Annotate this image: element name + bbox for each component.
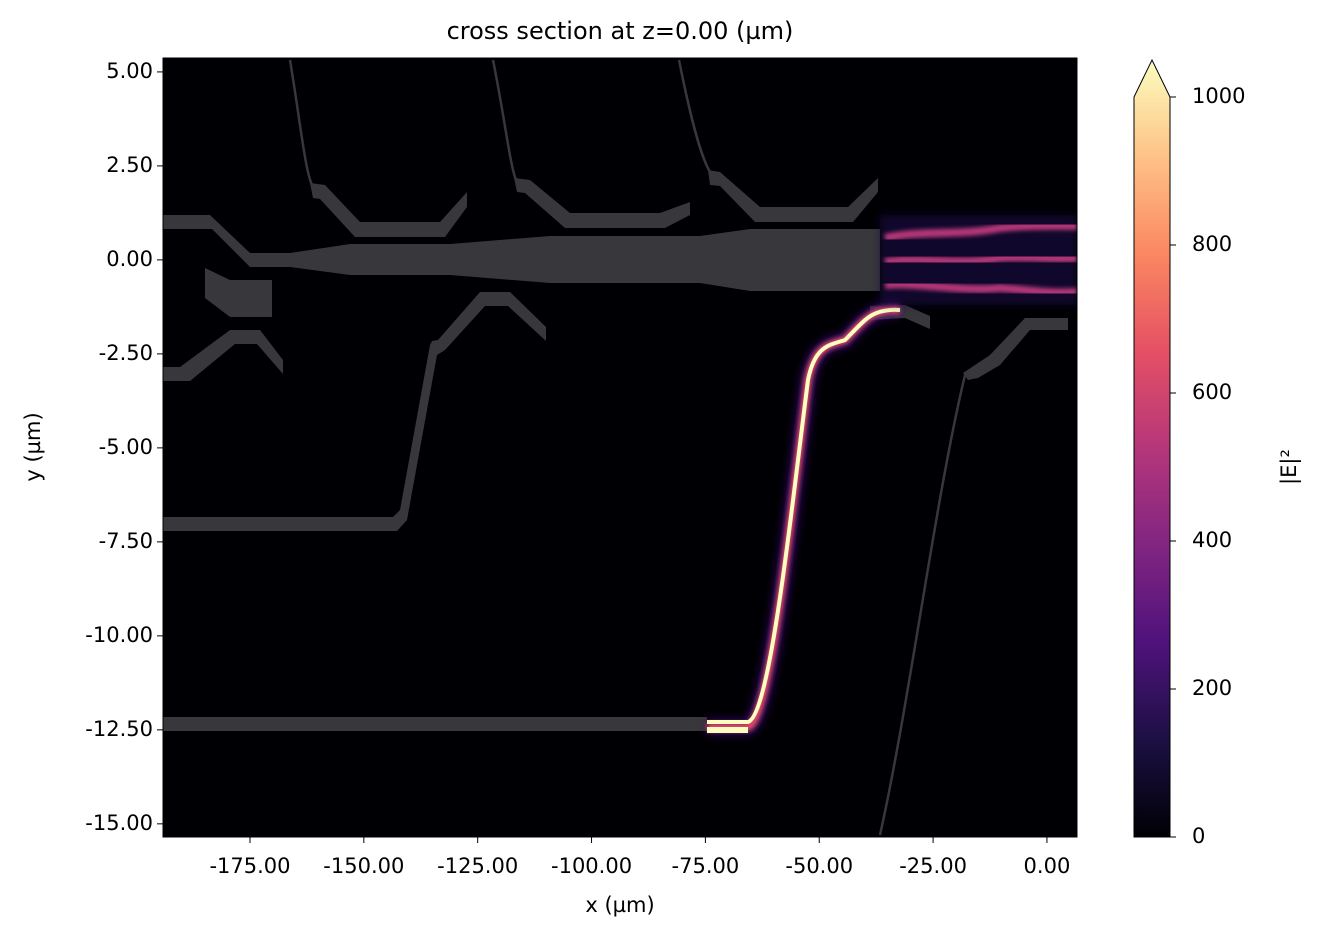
y-tick-label: 5.00 [106, 59, 153, 83]
waveguide [163, 215, 880, 291]
waveguide [677, 59, 712, 173]
x-tick-label: -25.00 [899, 854, 967, 878]
x-axis-label: x (µm) [585, 893, 654, 917]
taper-block [205, 268, 272, 317]
y-tick-label: 2.50 [106, 153, 153, 177]
colorbar-label: |E|² [1277, 449, 1302, 485]
y-tick-label: -12.50 [85, 717, 153, 741]
waveguide [878, 374, 967, 836]
y-tick-label: -5.00 [99, 435, 153, 459]
colorbar-tick-label: 400 [1192, 528, 1232, 552]
colorbar-tick-label: 1000 [1192, 84, 1245, 108]
colorbar [1133, 58, 1171, 838]
x-tick-label: -100.00 [551, 854, 632, 878]
y-tick-label: -10.00 [85, 623, 153, 647]
waveguide [514, 178, 690, 228]
y-axis-label: y (µm) [21, 412, 45, 481]
colorbar-tick-label: 800 [1192, 232, 1232, 256]
waveguide [163, 330, 283, 381]
colorbar-tick-label: 0 [1192, 824, 1205, 848]
x-tick-label: -50.00 [785, 854, 853, 878]
x-tick-label: -125.00 [437, 854, 518, 878]
x-tick-label: -75.00 [672, 854, 740, 878]
y-tick-label: -7.50 [99, 529, 153, 553]
waveguide [288, 59, 314, 186]
x-tick-label: -175.00 [209, 854, 290, 878]
waveguide [708, 170, 878, 222]
waveguide [963, 318, 1068, 380]
waveguide [491, 59, 518, 181]
field [707, 215, 1077, 735]
y-tick-label: -15.00 [85, 811, 153, 835]
x-tick-label: -150.00 [323, 854, 404, 878]
y-tick-label: 0.00 [106, 247, 153, 271]
colorbar-tick-label: 200 [1192, 676, 1232, 700]
waveguide [310, 183, 467, 237]
x-tick-label: 0.00 [1024, 854, 1071, 878]
structures [163, 59, 1077, 836]
waveguide [163, 717, 707, 731]
colorbar-tick-label: 600 [1192, 380, 1232, 404]
y-tick-label: -2.50 [99, 341, 153, 365]
chart-title: cross section at z=0.00 (µm) [447, 17, 794, 45]
